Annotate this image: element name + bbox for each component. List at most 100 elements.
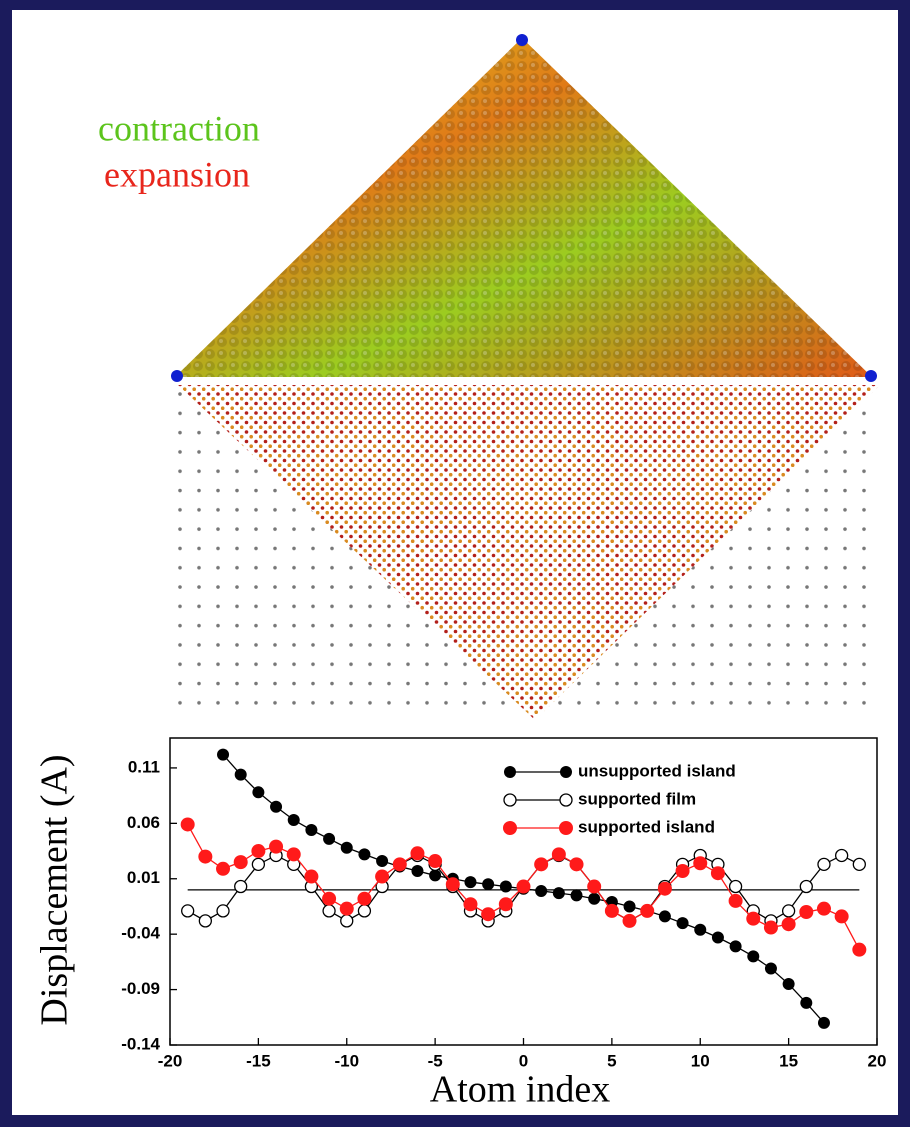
corner-atom [516, 34, 528, 46]
data-point [235, 881, 247, 893]
data-point [270, 801, 282, 813]
data-point [323, 833, 335, 845]
x-tick-label: -20 [158, 1051, 183, 1070]
data-point [482, 878, 494, 890]
data-point [712, 931, 724, 943]
data-point [640, 904, 654, 918]
data-point [570, 857, 584, 871]
data-point [234, 855, 248, 869]
data-point [358, 905, 370, 917]
legend-label: supported island [578, 817, 715, 836]
data-point [500, 881, 512, 893]
data-point [376, 855, 388, 867]
legend-marker [559, 821, 573, 835]
y-tick-label: 0.11 [128, 757, 160, 776]
x-tick-label: 5 [607, 1051, 616, 1070]
data-point [217, 749, 229, 761]
corner-atom [171, 370, 183, 382]
data-point [800, 881, 812, 893]
legend-contraction: contraction [98, 108, 260, 148]
data-point [730, 940, 742, 952]
data-point [517, 880, 531, 894]
data-point [252, 786, 264, 798]
data-point [765, 963, 777, 975]
data-point [199, 915, 211, 927]
x-tick-label: -5 [428, 1051, 443, 1070]
x-tick-label: 0 [519, 1051, 528, 1070]
data-point [800, 997, 812, 1009]
data-point [481, 907, 495, 921]
data-point [429, 869, 441, 881]
data-point [694, 924, 706, 936]
data-point [711, 866, 725, 880]
data-point [659, 910, 671, 922]
data-point [464, 876, 476, 888]
data-point [853, 858, 865, 870]
data-point [287, 847, 301, 861]
data-point [623, 914, 637, 928]
data-point [323, 905, 335, 917]
data-point [182, 905, 194, 917]
legend-marker [504, 766, 516, 778]
legend-marker [504, 794, 516, 806]
data-point [216, 862, 230, 876]
slide: contraction expansion Atom index Displac… [0, 0, 910, 1127]
x-axis-title: Atom index [430, 1069, 610, 1111]
data-point [288, 814, 300, 826]
data-point [730, 881, 742, 893]
x-tick-label: 20 [868, 1051, 887, 1070]
y-axis-title: Displacement (A) [34, 754, 76, 1025]
data-point [446, 877, 460, 891]
legend-marker [560, 766, 572, 778]
data-point [252, 858, 264, 870]
legend-label: supported film [578, 789, 696, 808]
x-tick-label: 15 [779, 1051, 798, 1070]
data-point [410, 846, 424, 860]
x-tick-label: -10 [334, 1051, 359, 1070]
data-point [217, 905, 229, 917]
legend-marker [560, 794, 572, 806]
data-point [535, 885, 547, 897]
y-tick-label: 0.06 [127, 813, 160, 832]
data-point [553, 887, 565, 899]
data-point [799, 905, 813, 919]
data-point [411, 865, 423, 877]
data-point [588, 893, 600, 905]
data-point [571, 889, 583, 901]
data-point [764, 921, 778, 935]
data-point [587, 880, 601, 894]
data-point [340, 902, 354, 916]
x-tick-label: -15 [246, 1051, 271, 1070]
data-point [836, 849, 848, 861]
legend-marker [503, 821, 517, 835]
data-point [305, 824, 317, 836]
data-point [428, 854, 442, 868]
data-point [818, 1017, 830, 1029]
data-point [341, 915, 353, 927]
data-point [358, 848, 370, 860]
corner-atom [865, 370, 877, 382]
data-point [835, 909, 849, 923]
data-point [729, 894, 743, 908]
data-point [677, 917, 689, 929]
y-tick-label: -0.14 [121, 1034, 160, 1053]
data-point [693, 856, 707, 870]
data-point [463, 897, 477, 911]
data-point [499, 897, 513, 911]
data-point [624, 900, 636, 912]
data-point [235, 769, 247, 781]
data-point [534, 857, 548, 871]
data-point [783, 978, 795, 990]
data-point [605, 904, 619, 918]
data-point [783, 905, 795, 917]
data-point [181, 817, 195, 831]
y-tick-label: -0.04 [121, 924, 160, 943]
data-point [782, 917, 796, 931]
data-point [393, 857, 407, 871]
data-point [375, 870, 389, 884]
data-point [304, 870, 318, 884]
data-point [658, 882, 672, 896]
data-point [251, 844, 265, 858]
data-point [269, 840, 283, 854]
data-point [747, 950, 759, 962]
